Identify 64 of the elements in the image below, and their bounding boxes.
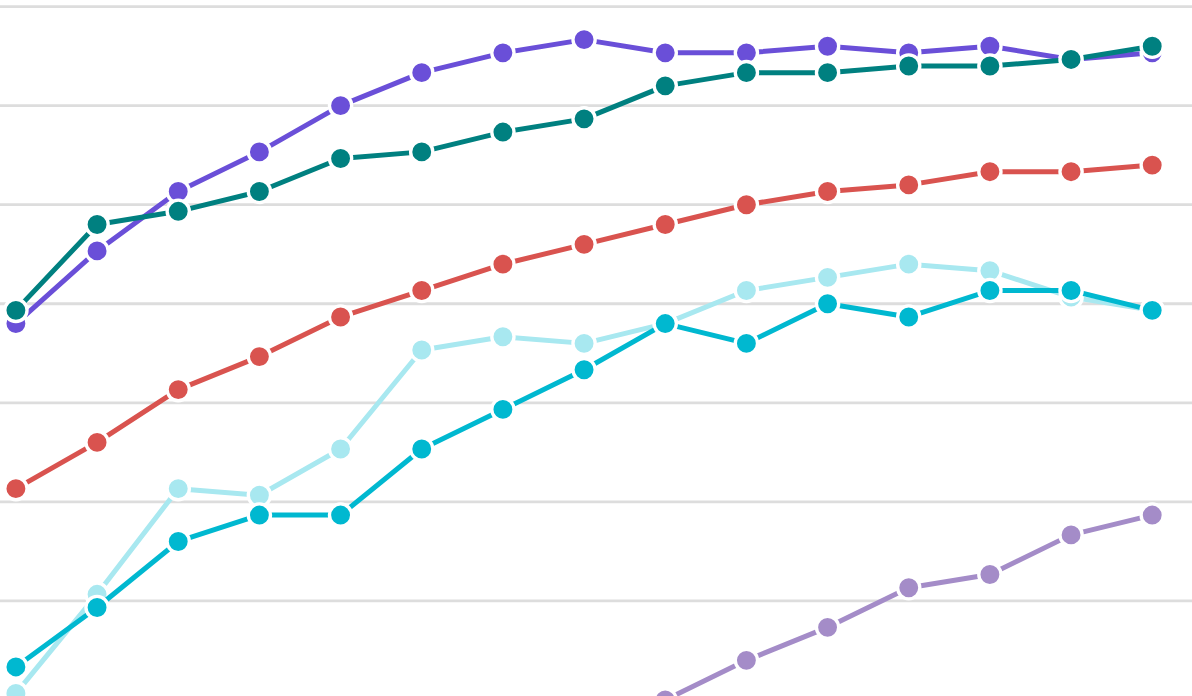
point — [165, 376, 192, 403]
point — [327, 92, 354, 119]
point — [490, 251, 516, 277]
point — [1139, 152, 1166, 178]
point — [490, 396, 516, 423]
point — [408, 436, 435, 462]
point — [3, 297, 29, 324]
point — [165, 198, 192, 225]
point — [652, 40, 679, 66]
point — [895, 172, 922, 198]
point — [977, 277, 1003, 304]
point — [1139, 33, 1166, 60]
point — [84, 594, 110, 621]
point — [327, 502, 354, 528]
point — [733, 59, 760, 86]
point — [571, 106, 597, 132]
point — [814, 614, 841, 641]
point — [246, 343, 273, 370]
point — [652, 73, 679, 99]
point — [895, 574, 922, 601]
point — [733, 191, 760, 218]
point — [977, 158, 1003, 185]
point — [733, 277, 760, 304]
point — [490, 119, 516, 145]
point — [246, 502, 273, 528]
point — [571, 330, 597, 357]
point — [652, 211, 679, 238]
point — [327, 145, 354, 172]
point — [1058, 522, 1084, 548]
point — [408, 139, 435, 165]
point — [3, 654, 29, 680]
point — [895, 304, 922, 330]
point — [408, 337, 435, 363]
point — [814, 264, 841, 291]
point — [895, 53, 922, 79]
point — [814, 33, 841, 60]
point — [246, 178, 273, 205]
point — [3, 475, 29, 502]
point — [733, 330, 760, 357]
point — [814, 178, 841, 205]
point — [84, 429, 110, 456]
point — [1139, 502, 1166, 528]
point — [571, 231, 597, 258]
point — [84, 238, 110, 264]
point — [1058, 277, 1084, 304]
point — [1058, 158, 1084, 185]
point — [327, 436, 354, 462]
point — [165, 528, 192, 555]
point — [490, 323, 516, 350]
point — [571, 26, 597, 53]
point — [490, 40, 516, 66]
point — [571, 357, 597, 383]
point — [814, 59, 841, 86]
point — [246, 139, 273, 165]
point — [895, 251, 922, 277]
point — [977, 561, 1003, 588]
point — [84, 211, 110, 238]
point — [408, 277, 435, 304]
point — [408, 59, 435, 86]
point — [733, 647, 760, 674]
point — [327, 304, 354, 330]
point — [977, 53, 1003, 79]
point — [165, 475, 192, 502]
point — [814, 290, 841, 317]
